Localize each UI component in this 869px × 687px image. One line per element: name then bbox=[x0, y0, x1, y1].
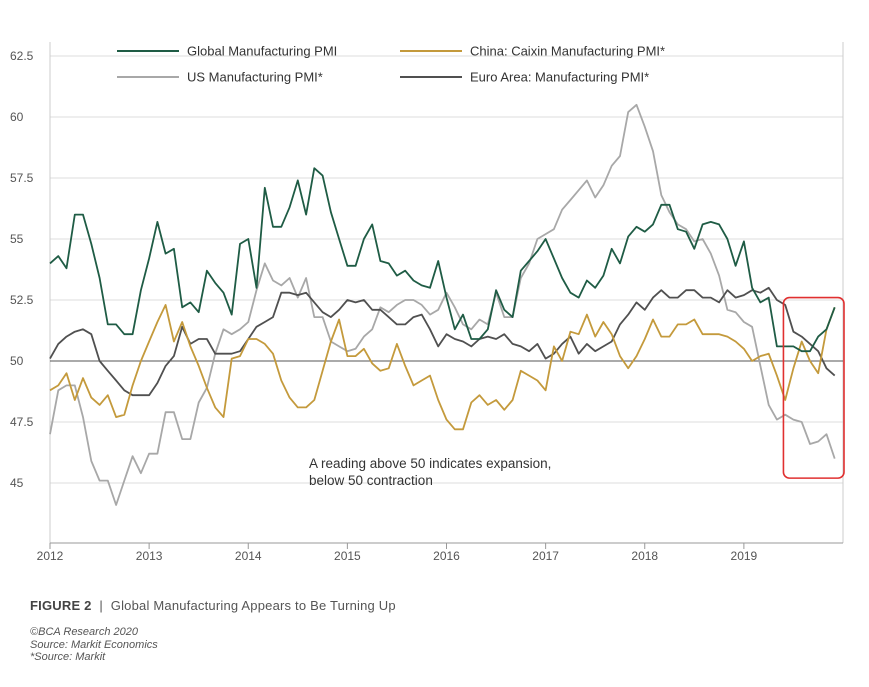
y-tick-label: 60 bbox=[10, 110, 24, 124]
highlight-box bbox=[782, 296, 845, 479]
sources-block: ©BCA Research 2020 Source: Markit Econom… bbox=[30, 626, 158, 664]
legend-label: China: Caixin Manufacturing PMI* bbox=[470, 44, 665, 59]
y-tick-label: 50 bbox=[10, 354, 24, 368]
annotation-line-2: below 50 contraction bbox=[309, 473, 433, 488]
y-tick-label: 57.5 bbox=[10, 171, 34, 185]
source-note-starred: *Source: Markit bbox=[30, 651, 106, 663]
y-tick-label: 45 bbox=[10, 476, 24, 490]
series-line bbox=[49, 303, 836, 431]
series-line bbox=[49, 286, 836, 397]
x-tick-label: 2018 bbox=[631, 549, 658, 563]
x-axis-ticks: 2012 2013 2014 2015 2016 2017 2018 2019 bbox=[37, 543, 758, 563]
legend: Global Manufacturing PMI China: Caixin Ma… bbox=[117, 44, 665, 85]
annotation-line-1: A reading above 50 indicates expansion, bbox=[309, 456, 551, 471]
figure-label: FIGURE 2 bbox=[30, 598, 92, 613]
legend-label: Global Manufacturing PMI bbox=[187, 44, 337, 59]
x-tick-label: 2015 bbox=[334, 549, 361, 563]
figure-caption: FIGURE 2 | Global Manufacturing Appears … bbox=[30, 598, 396, 613]
legend-label: US Manufacturing PMI* bbox=[187, 70, 323, 85]
series-lines bbox=[49, 103, 836, 506]
copyright-note: ©BCA Research 2020 bbox=[30, 626, 138, 638]
y-axis-ticks: 45 47.5 50 52.5 55 57.5 60 62.5 bbox=[10, 49, 34, 490]
series-line bbox=[49, 103, 836, 506]
x-tick-label: 2014 bbox=[235, 549, 262, 563]
x-tick-label: 2012 bbox=[37, 549, 64, 563]
y-tick-label: 52.5 bbox=[10, 293, 34, 307]
x-tick-label: 2016 bbox=[433, 549, 460, 563]
y-tick-label: 62.5 bbox=[10, 49, 34, 63]
figure-title: Global Manufacturing Appears to Be Turni… bbox=[110, 598, 396, 613]
legend-label: Euro Area: Manufacturing PMI* bbox=[470, 70, 649, 85]
y-tick-label: 55 bbox=[10, 232, 24, 246]
caption-separator: | bbox=[99, 598, 103, 613]
series-line bbox=[49, 167, 836, 353]
y-tick-label: 47.5 bbox=[10, 415, 34, 429]
x-tick-label: 2019 bbox=[731, 549, 758, 563]
x-tick-label: 2017 bbox=[532, 549, 559, 563]
x-tick-label: 2013 bbox=[136, 549, 163, 563]
source-note: Source: Markit Economics bbox=[30, 638, 158, 651]
